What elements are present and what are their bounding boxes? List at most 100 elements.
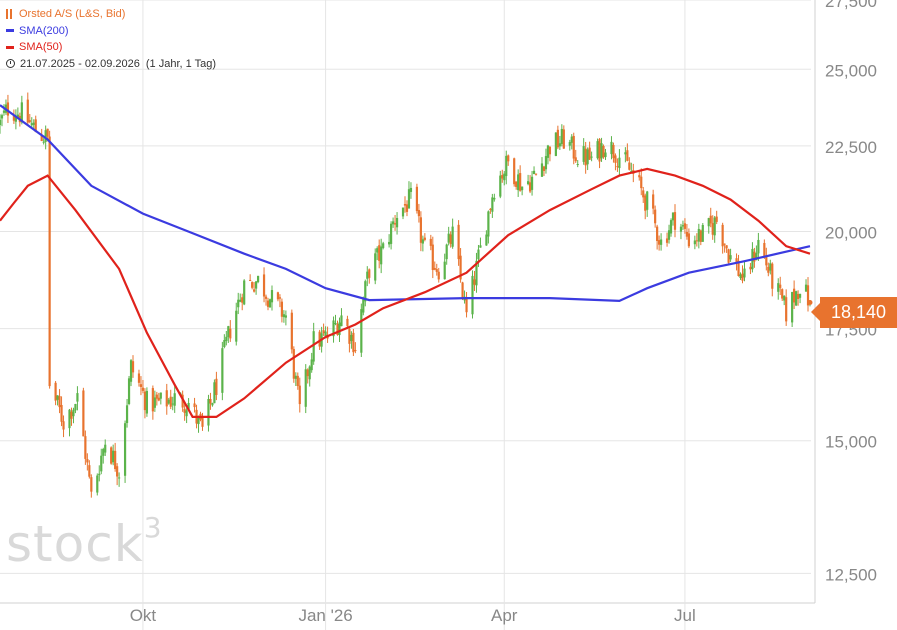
y-tick-label: 12,500 bbox=[825, 565, 877, 584]
candle-body bbox=[229, 328, 232, 339]
candle-body bbox=[624, 152, 627, 155]
candle-body bbox=[618, 157, 621, 169]
candle-body bbox=[223, 339, 226, 348]
candle-body bbox=[193, 403, 196, 408]
candle-body bbox=[352, 332, 355, 353]
candle-body bbox=[796, 293, 800, 300]
candle-body bbox=[556, 129, 559, 148]
candle-body bbox=[116, 466, 119, 477]
legend-sma50[interactable]: SMA(50) bbox=[6, 39, 216, 56]
candle-body bbox=[445, 244, 448, 260]
candle-body bbox=[169, 396, 172, 407]
candle-body bbox=[429, 238, 432, 246]
legend-interval-label: (1 Jahr, 1 Tag) bbox=[145, 57, 217, 70]
candle-body bbox=[237, 299, 240, 308]
candle-body bbox=[614, 155, 617, 163]
candle-body bbox=[785, 297, 788, 322]
candle-body bbox=[471, 275, 474, 315]
candle-body bbox=[687, 233, 690, 247]
candle-body bbox=[725, 245, 728, 249]
candle-body bbox=[548, 146, 552, 155]
candle-body bbox=[447, 233, 450, 243]
candle-body bbox=[485, 234, 488, 246]
candle-body bbox=[755, 253, 758, 260]
candle-body bbox=[209, 398, 212, 404]
candle-body bbox=[501, 174, 504, 179]
candle-body bbox=[112, 450, 115, 463]
candle-body bbox=[165, 390, 168, 407]
candle-body bbox=[757, 239, 760, 254]
candle-body bbox=[505, 155, 508, 177]
candle-body bbox=[143, 391, 147, 411]
candle-body bbox=[652, 194, 655, 209]
candle-body bbox=[630, 170, 633, 172]
candle-body bbox=[783, 295, 786, 301]
candle-body bbox=[669, 220, 673, 234]
candle-body bbox=[683, 223, 687, 229]
candle-body bbox=[477, 249, 480, 260]
candle-body bbox=[251, 282, 254, 288]
candle-body bbox=[521, 186, 524, 191]
candle-body bbox=[74, 403, 77, 411]
candle-body bbox=[48, 136, 51, 387]
candle-body bbox=[40, 134, 43, 142]
candle-body bbox=[380, 246, 383, 265]
candle-body bbox=[540, 163, 544, 177]
candle-body bbox=[713, 217, 716, 236]
candle-body bbox=[741, 273, 744, 281]
candle-body bbox=[403, 204, 407, 206]
candle-body bbox=[461, 282, 464, 299]
x-axis-labels: Okt Jan '26 Apr Jul bbox=[130, 606, 696, 625]
candle-body bbox=[711, 223, 714, 235]
legend-instrument[interactable]: Orsted A/S (L&S, Bid) bbox=[6, 6, 216, 23]
x-tick-label: Jul bbox=[674, 606, 696, 625]
candle-body bbox=[284, 315, 287, 318]
candle-body bbox=[753, 251, 756, 262]
candle-body bbox=[255, 281, 258, 289]
candle-body bbox=[362, 299, 365, 313]
candle-body bbox=[292, 349, 295, 379]
candle-body bbox=[16, 114, 19, 118]
candle-body bbox=[225, 336, 228, 342]
candle-body bbox=[743, 268, 746, 278]
candle-body bbox=[82, 390, 85, 437]
candle-body bbox=[727, 249, 730, 263]
candle-body bbox=[334, 323, 337, 325]
x-tick-label: Okt bbox=[130, 606, 157, 625]
candle-body bbox=[155, 394, 158, 399]
candle-body bbox=[685, 231, 689, 237]
x-tick-label: Apr bbox=[491, 606, 518, 625]
candle-body bbox=[171, 403, 174, 405]
candle-body bbox=[530, 176, 534, 190]
candle-body bbox=[86, 458, 89, 463]
candle-body bbox=[227, 326, 230, 338]
candle-body bbox=[90, 477, 93, 492]
candle-body bbox=[542, 166, 546, 172]
candle-body bbox=[88, 465, 91, 477]
legend-sma200[interactable]: SMA(200) bbox=[6, 23, 216, 40]
candle-body bbox=[574, 157, 577, 162]
candle-body bbox=[473, 279, 476, 285]
chart-legend: Orsted A/S (L&S, Bid) SMA(200) SMA(50) 2… bbox=[6, 6, 216, 72]
candle-body bbox=[401, 207, 405, 217]
candle-body bbox=[382, 243, 385, 248]
candle-body bbox=[125, 405, 129, 424]
candle-body bbox=[795, 291, 798, 306]
candle-body bbox=[721, 224, 724, 247]
candle-body bbox=[673, 212, 677, 230]
candle-body bbox=[656, 226, 659, 242]
candle-body bbox=[167, 399, 170, 404]
candle-body bbox=[638, 175, 641, 178]
last-price-tag: 18,140 bbox=[811, 297, 897, 328]
x-tick-label: Jan '26 bbox=[298, 606, 352, 625]
candle-body bbox=[584, 148, 587, 166]
candle-body bbox=[14, 117, 17, 122]
candle-body bbox=[308, 366, 311, 380]
candle-body bbox=[346, 318, 349, 327]
candle-body bbox=[658, 240, 661, 245]
candle-body bbox=[141, 387, 145, 391]
candle-body bbox=[127, 378, 131, 404]
candle-body bbox=[781, 289, 784, 299]
legend-sma50-label: SMA(50) bbox=[19, 41, 63, 53]
